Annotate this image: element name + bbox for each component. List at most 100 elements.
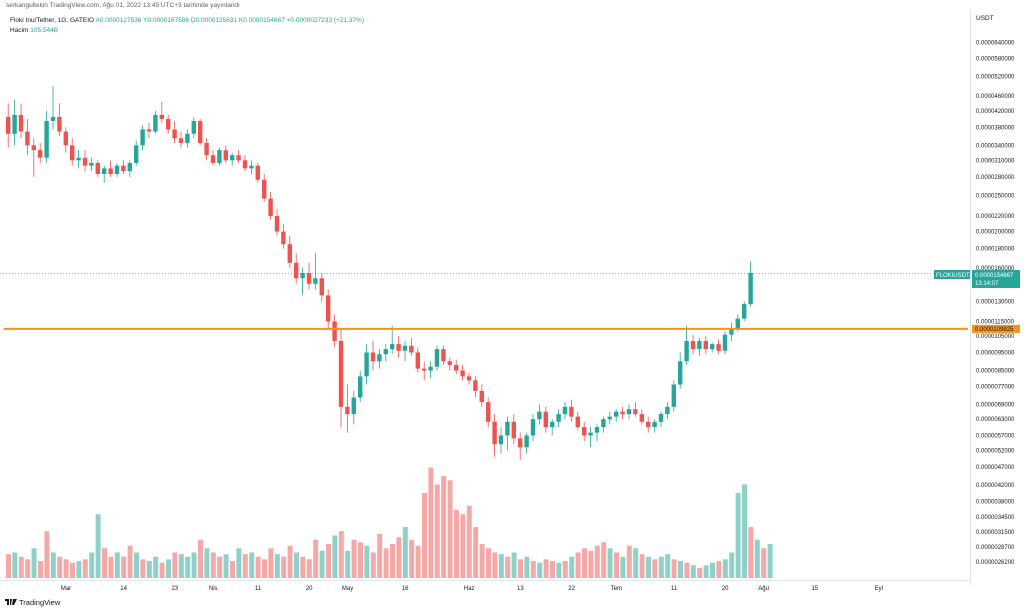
volume-bar [185,556,191,578]
last-symbol-text: FLOKIUSDT [936,273,970,279]
candle-body [569,406,574,417]
volume-bar [601,542,607,578]
line-price-text: 0.0000109825 [975,327,1014,333]
candle-body [607,416,612,420]
volume-bar [754,539,760,578]
volume-bar [236,548,242,578]
candle-body [370,352,376,362]
volume-bar [12,552,18,578]
volume-bar [588,550,594,578]
volume-bar [345,550,351,578]
candle-body [121,165,126,172]
candle-body [678,361,683,385]
volume-bar [550,561,555,578]
volume-bar [6,554,11,578]
change-value: +0.0000027233 (+21.37%) [286,17,364,24]
candle-body [652,421,657,428]
candle-body [466,376,472,381]
time-tick-label: Eyl [875,586,883,592]
price-axis-currency: USDT [976,15,994,22]
volume-bar [358,542,363,578]
volume-bar [466,505,472,578]
candle-body [479,390,484,403]
candle-body [44,120,49,158]
candle-body [230,155,235,161]
candle-body [70,145,75,161]
candle-body [249,165,254,169]
candle-body [575,416,580,428]
price-tick-label: 0.0000052000 [976,448,1015,454]
last-price-badge: FLOKIUSDT 0.0000154667 13:14:07 [934,270,1020,288]
volume-bar [44,531,50,578]
candle-body [338,340,344,407]
volume-legend: Hacim 105.544B [10,27,58,34]
candle-body [76,157,81,161]
candle-body [319,278,324,296]
price-tick-label: 0.0000031500 [976,530,1015,536]
price-tick-label: 0.0000069000 [976,402,1015,408]
volume-label[interactable]: Hacim [10,27,29,34]
candle-body [518,438,523,448]
volume-bar [646,556,651,578]
volume-bar [294,552,299,578]
tradingview-logo[interactable]: TradingView [5,598,60,607]
volume-bar [38,561,43,578]
volume-bar [575,552,581,578]
time-tick-label: Ağu [758,586,769,592]
candle-body [31,145,36,151]
volume-bar [210,552,216,578]
candles [6,85,753,461]
volume-bar [748,527,754,578]
time-tick-label: 23 [171,586,178,592]
volume-bar [562,561,568,578]
candle-body [242,160,248,169]
countdown-text: 13:14:07 [975,281,999,287]
price-tick-label: 0.0000200000 [976,230,1015,236]
volume-bar [626,545,632,578]
candle-body [690,340,696,350]
volume-bar [127,545,133,578]
volume-bar [63,559,69,578]
candle-body [562,406,568,415]
candle-body [486,402,491,422]
volume-bar [396,537,402,578]
candle-body [383,349,388,355]
price-axis-ticks[interactable]: 0.0000640000 0.0000580000 0.0000520000 0.00… [976,41,1015,566]
volume-bar [614,552,619,578]
price-tick-label: 0.0000105000 [976,334,1015,340]
candle-body [396,344,401,351]
volume-bar [409,539,415,578]
volume-bar [70,562,75,578]
candle-body [95,162,100,174]
time-axis-ticks[interactable]: Mar 14 23 Nis 11 20 May 16 Haz 13 22 Tem 11 20 Ağu 15 Ey… [61,586,883,592]
volume-bar [76,561,82,578]
candle-body [646,421,651,428]
time-tick-label: May [342,586,353,592]
volume-bar [178,554,184,578]
price-tick-label: 0.0000038000 [976,499,1015,505]
price-tick-label: 0.0000095000 [976,350,1015,356]
candle-body [268,198,273,217]
time-tick-label: Mar [61,586,71,592]
candle-body [108,168,113,174]
price-tick-label: 0.0000063000 [976,417,1015,423]
candle-body [614,411,619,417]
volume-bar [351,539,357,578]
candle-body [25,131,30,146]
symbol-name[interactable]: Floki Inu/Tether, 1G, GATEIO [10,17,95,24]
volume-bar [505,556,511,578]
volume-bar [729,552,735,578]
candle-body [6,116,11,134]
candle-body [601,419,606,428]
volume-bar [511,552,517,578]
high-value: Y0.0000167586 [143,17,190,24]
candle-body [300,272,305,279]
price-tick-label: 0.0000026200 [976,560,1015,566]
price-tick-label: 0.0000130000 [976,300,1015,306]
volume-bar [402,527,408,578]
candle-body [633,409,638,415]
candle-body [582,427,587,436]
volume-bar [287,545,293,578]
price-tick-label: 0.0000460000 [976,94,1015,100]
